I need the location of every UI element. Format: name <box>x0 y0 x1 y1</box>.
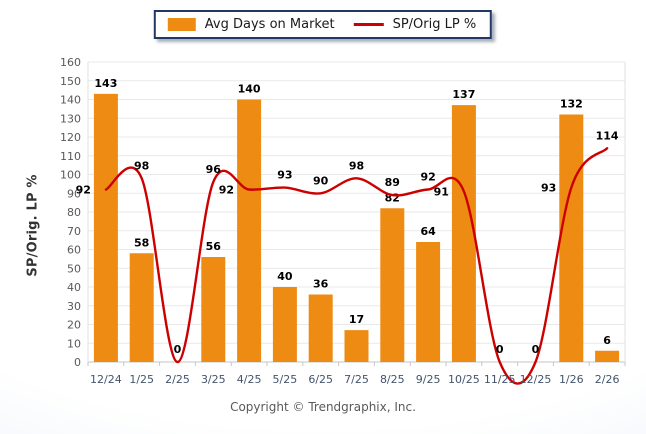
line-value-label: 98 <box>349 159 364 172</box>
bar <box>344 330 369 362</box>
y-tick-label: 30 <box>67 300 81 313</box>
y-tick-label: 140 <box>60 94 81 107</box>
y-tick-label: 20 <box>67 319 81 332</box>
legend-bar-label: Avg Days on Market <box>204 17 335 32</box>
x-tick-label: 1/26 <box>559 373 584 386</box>
bar-value-label: 137 <box>452 88 475 101</box>
line-value-label: 0 <box>532 343 540 356</box>
line-value-label: 92 <box>76 184 91 197</box>
legend: Avg Days on Market SP/Orig LP % <box>153 10 493 39</box>
y-tick-label: 120 <box>60 131 81 144</box>
line-value-label: 93 <box>541 182 556 195</box>
line-value-label: 114 <box>596 129 619 142</box>
bar <box>595 350 620 362</box>
y-axis-labels: 0 10 20 30 40 50 60 70 80 90 100 110 120 130 140 150 160 <box>60 56 81 369</box>
x-tick-label: 2/26 <box>595 373 620 386</box>
y-tick-label: 100 <box>60 169 81 182</box>
line-value-label: 96 <box>206 163 222 176</box>
x-tick-label: 10/25 <box>448 373 480 386</box>
bar-value-label: 64 <box>420 225 436 238</box>
bar-value-label: 40 <box>277 270 293 283</box>
line-value-label: 92 <box>219 184 234 197</box>
x-axis-ticks <box>87 362 626 366</box>
x-tick-label: 1/25 <box>129 373 154 386</box>
y-tick-label: 130 <box>60 112 81 125</box>
line-value-label: 98 <box>134 159 149 172</box>
line-value-label: 0 <box>496 343 504 356</box>
bar-value-label: 36 <box>313 278 329 291</box>
bar <box>308 294 333 362</box>
legend-bar-swatch <box>167 18 196 31</box>
bar-value-label: 6 <box>603 334 611 347</box>
line-value-label: 93 <box>277 169 292 182</box>
line-value-label: 0 <box>174 343 182 356</box>
x-tick-label: 12/24 <box>90 373 122 386</box>
line-value-label: 91 <box>434 185 449 198</box>
bar-value-label: 56 <box>206 240 222 253</box>
x-tick-label: 3/25 <box>201 373 226 386</box>
y-tick-label: 80 <box>67 206 81 219</box>
bar <box>416 242 441 362</box>
bar-value-label: 17 <box>349 313 364 326</box>
bar <box>201 257 226 362</box>
copyright-text: Copyright © Trendgraphix, Inc. <box>230 400 416 414</box>
x-tick-label: 2/25 <box>165 373 190 386</box>
line-value-label: 90 <box>313 174 329 187</box>
bar <box>93 93 118 362</box>
y-tick-label: 70 <box>67 225 81 238</box>
legend-line-swatch <box>353 23 384 26</box>
bar <box>380 208 405 362</box>
bar <box>129 253 154 362</box>
y-tick-label: 40 <box>67 281 81 294</box>
line-value-label: 89 <box>385 176 400 189</box>
bar <box>272 287 297 362</box>
bar-value-label: 140 <box>238 83 261 96</box>
x-tick-label: 9/25 <box>416 373 441 386</box>
y-tick-label: 110 <box>60 150 81 163</box>
y-tick-label: 90 <box>67 187 81 200</box>
bar <box>559 114 584 362</box>
x-axis-labels: 12/24 1/25 2/25 3/25 4/25 5/25 6/25 7/25 8/25 9/2… <box>90 373 619 386</box>
x-tick-label: 11/25 <box>484 373 516 386</box>
bars-series <box>93 93 620 362</box>
bar <box>237 99 262 362</box>
bar-value-label: 58 <box>134 236 149 249</box>
y-tick-label: 60 <box>67 244 81 257</box>
bar-value-label: 143 <box>94 77 117 90</box>
y-tick-label: 10 <box>67 337 81 350</box>
x-tick-label: 7/25 <box>344 373 369 386</box>
x-tick-label: 12/25 <box>520 373 552 386</box>
line-value-label: 92 <box>420 171 435 184</box>
x-tick-label: 8/25 <box>380 373 405 386</box>
line-series <box>104 147 609 385</box>
bar <box>451 105 476 362</box>
y-tick-label: 50 <box>67 262 81 275</box>
legend-line-label: SP/Orig LP % <box>392 17 477 32</box>
x-tick-label: 6/25 <box>308 373 333 386</box>
x-tick-label: 5/25 <box>273 373 298 386</box>
y-tick-label: 0 <box>74 356 81 369</box>
y-tick-label: 150 <box>60 75 81 88</box>
x-tick-label: 4/25 <box>237 373 262 386</box>
y-tick-label: 160 <box>60 56 81 69</box>
bar-value-label: 132 <box>560 98 583 111</box>
